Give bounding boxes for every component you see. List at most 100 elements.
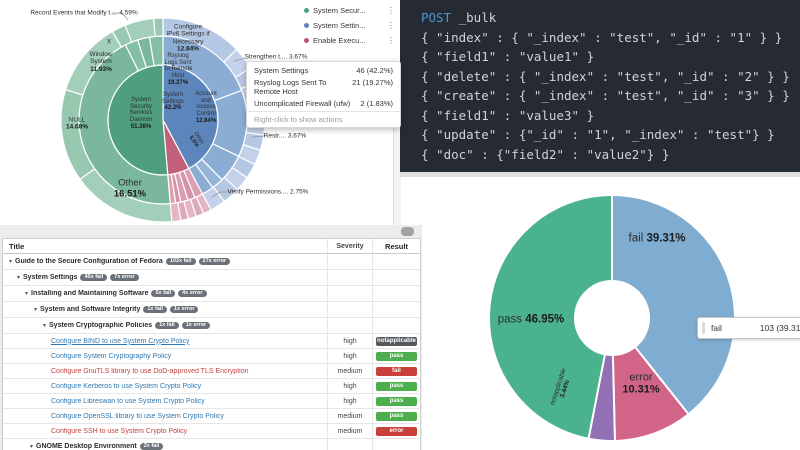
tooltip-row: System Settings 46 (42.2%)	[247, 62, 400, 76]
result-badge: pass	[376, 381, 417, 391]
report-group-row: ▾ Guide to the Secure Configuration of Fe…	[3, 254, 420, 270]
code-line: { "index" : { "_index" : "test", "_id" :…	[421, 28, 800, 48]
tooltip-series-name: Uncomplicated Firewall (ufw)	[254, 99, 351, 108]
report-group-row: ▾ System Settings 46x fail 7x error	[3, 270, 420, 286]
code-block-shadow	[400, 172, 800, 177]
kebab-menu-icon[interactable]: ⋮	[387, 36, 395, 45]
count-badge: 1x fail	[143, 305, 167, 314]
rule-link[interactable]: Configure Kerberos to use System Crypto …	[51, 382, 202, 390]
chart-label: error 10.31%	[622, 371, 660, 396]
chart-label: System Settings 42.2%	[162, 91, 184, 112]
count-badge: 5x fail	[151, 289, 176, 298]
kebab-menu-icon[interactable]: ⋮	[387, 6, 395, 15]
column-header-severity: Severity	[327, 239, 372, 253]
code-text: _bulk	[451, 10, 497, 25]
rule-link[interactable]: Configure System Cryptography Policy	[51, 352, 172, 360]
report-table: Title Severity Result ▾ Guide to the Secu…	[2, 238, 421, 450]
rule-link[interactable]: Configure Libreswan to use System Crypto…	[51, 397, 205, 405]
kebab-menu-icon[interactable]: ⋮	[387, 21, 395, 30]
code-line: { "field1" : "value3" }	[421, 106, 800, 126]
rule-link[interactable]: Configure SSH to use System Crypto Polic…	[51, 427, 188, 435]
collapse-caret-icon[interactable]: ▾	[34, 307, 38, 313]
tooltip-series-value: 46 (42.2%)	[356, 66, 393, 75]
chart-label: Strengthen t.... 3.67%	[244, 53, 308, 61]
severity-cell: high	[327, 349, 372, 363]
rule-link[interactable]: Configure GnuTLS library to use DoD-appr…	[51, 367, 249, 375]
severity-cell	[327, 286, 372, 301]
count-badge: 2x fail	[139, 442, 164, 450]
legend-label: Enable Execu...	[313, 36, 366, 45]
code-line: { "delete" : { "_index" : "test", "_id" …	[421, 67, 800, 87]
collapse-caret-icon[interactable]: ▾	[30, 444, 34, 450]
collapse-caret-icon[interactable]: ▾	[25, 291, 29, 297]
report-rule-row: Configure Libreswan to use System Crypto…	[3, 394, 420, 409]
scrollbar-thumb[interactable]	[401, 227, 414, 236]
donut-tooltip: fail 103 (39.31%	[697, 317, 800, 339]
donut-chart-panel: fail 39.31% pass 46.95% error 10.31% notapp…	[422, 178, 800, 450]
tooltip-series-value: 2 (1.83%)	[360, 99, 393, 108]
report-group-row: ▾ System Cryptographic Policies 1x fail 1x …	[3, 318, 420, 334]
result-cell	[372, 318, 420, 333]
legend-label: System Settin...	[313, 21, 366, 30]
label-leader-line	[233, 57, 247, 62]
chart-label: X	[106, 38, 112, 46]
legend-item[interactable]: System Secur... ⋮	[304, 3, 396, 18]
result-cell: pass	[372, 379, 420, 393]
chart-label: NULL 14.68%	[65, 116, 89, 131]
result-badge: notapplicable	[376, 336, 417, 346]
chart-label: Other 16.51%	[113, 177, 147, 199]
code-line: { "doc" : {"field2" : "value2"} }	[421, 145, 800, 165]
collapse-caret-icon[interactable]: ▾	[43, 323, 47, 329]
result-badge: pass	[376, 396, 417, 406]
result-cell	[372, 302, 420, 317]
chart-label: fail 39.31%	[628, 232, 686, 245]
tooltip-hint: Right-click to show actions	[247, 111, 400, 127]
collapse-caret-icon[interactable]: ▾	[17, 275, 21, 281]
count-badge: 1x error	[169, 305, 199, 314]
tooltip-series-value: 21 (19.27%)	[352, 78, 393, 87]
report-rule-row: Configure SSH to use System Crypto Polic…	[3, 424, 420, 439]
code-block: POST _bulk { "index" : { "_index" : "test…	[400, 0, 800, 172]
result-cell: pass	[372, 409, 420, 423]
chart-label: Restr.... 3.67%	[263, 132, 307, 140]
label-leader-line	[112, 12, 129, 21]
sunburst-chart-panel: System Security Services Daemon 51.38% Sy…	[0, 0, 401, 228]
code-line: { "update" : {"_id" : "1", "_index" : "t…	[421, 125, 800, 145]
code-text: { "create" : { "_index" : "test", "_id" …	[421, 88, 790, 103]
report-table-panel: Title Severity Result ▾ Guide to the Secu…	[0, 225, 422, 450]
donut-segment[interactable]	[611, 193, 736, 416]
collapse-caret-icon[interactable]: ▾	[9, 259, 13, 265]
legend-item[interactable]: Enable Execu... ⋮	[304, 33, 396, 48]
report-group-row: ▾ GNOME Desktop Environment 2x fail	[3, 439, 420, 450]
code-text: { "update" : {"_id" : "1", "_index" : "t…	[421, 127, 775, 142]
tooltip-series-value: 103 (39.31%	[759, 323, 800, 333]
result-cell	[372, 439, 420, 450]
donut-segment[interactable]	[488, 193, 613, 440]
result-cell: error	[372, 424, 420, 438]
tooltip-row: Uncomplicated Firewall (ufw) 2 (1.83%)	[247, 97, 400, 109]
report-rule-row: Configure GnuTLS library to use DoD-appr…	[3, 364, 420, 379]
legend-item[interactable]: System Settin... ⋮	[304, 18, 396, 33]
legend-color-dot	[304, 23, 309, 28]
severity-cell	[327, 254, 372, 269]
rule-link[interactable]: Configure BIND to use System Crypto Poli…	[51, 337, 190, 345]
group-title: GNOME Desktop Environment	[36, 443, 137, 450]
table-header-row: Title Severity Result	[3, 239, 420, 254]
count-badge: 46x fail	[80, 273, 108, 282]
sunburst-segment[interactable]	[152, 17, 164, 38]
code-keyword: POST	[421, 10, 452, 25]
tooltip-series-name: System Settings	[254, 66, 309, 75]
count-badge: 1x error	[181, 321, 211, 330]
label-leader-line	[211, 191, 231, 198]
severity-cell: high	[327, 379, 372, 393]
sunburst-tooltip: System Settings 46 (42.2%) Rsyslog Logs …	[246, 61, 401, 128]
sunburst-chart	[60, 12, 266, 223]
severity-cell	[327, 302, 372, 317]
chart-label: System Security Services Daemon 51.38%	[129, 97, 153, 131]
chart-label: Record Events that Modify t.... 4.59%	[30, 9, 138, 17]
chart-label: Rsyslog Logs Sent To Remote Host 19.27%	[163, 53, 193, 87]
donut-chart	[488, 193, 736, 442]
chart-label: Account and Access Control 12.84%	[195, 91, 217, 125]
rule-link[interactable]: Configure OpenSSL library to use System …	[51, 412, 224, 420]
